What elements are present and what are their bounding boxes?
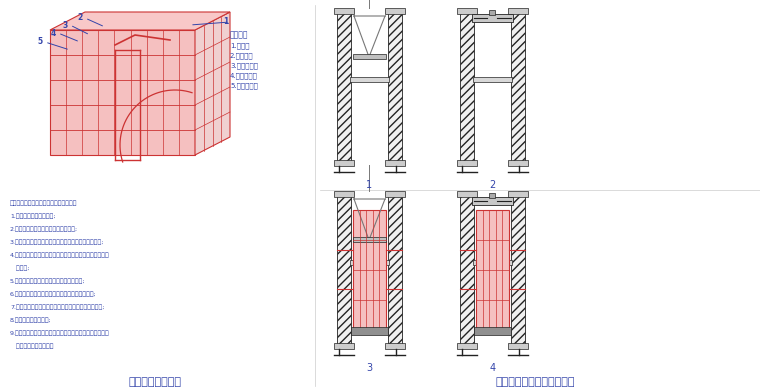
- Text: 3: 3: [63, 20, 68, 29]
- Text: 2: 2: [489, 180, 496, 190]
- Bar: [476, 210, 509, 330]
- Bar: [508, 8, 528, 14]
- Bar: [388, 12, 402, 162]
- Text: 5: 5: [38, 38, 43, 47]
- Text: 3.通过预埋孔局导线过提升操作平台，调好高度及水平;: 3.通过预埋孔局导线过提升操作平台，调好高度及水平;: [10, 239, 104, 245]
- Text: 5.槽木组合模: 5.槽木组合模: [230, 82, 258, 89]
- Bar: [334, 191, 354, 197]
- Bar: [334, 160, 354, 166]
- Text: 1.规划出装置模支放开位;: 1.规划出装置模支放开位;: [10, 213, 55, 219]
- Bar: [350, 77, 389, 81]
- Bar: [508, 160, 528, 166]
- Bar: [457, 8, 477, 14]
- Text: 入滑模;: 入滑模;: [10, 265, 30, 271]
- Text: 1: 1: [366, 180, 372, 190]
- Bar: [388, 195, 402, 345]
- Text: 6.绑扎螺杆，收紧螺螺打角，使跑筒模两面贴墙体;: 6.绑扎螺杆，收紧螺螺打角，使跑筒模两面贴墙体;: [10, 291, 97, 297]
- Polygon shape: [50, 12, 230, 30]
- Bar: [460, 195, 474, 345]
- Bar: [353, 237, 386, 242]
- Polygon shape: [195, 12, 230, 155]
- Bar: [489, 193, 495, 198]
- Polygon shape: [50, 30, 195, 155]
- Bar: [489, 10, 495, 15]
- Text: 7.均衡浇灌高矿，连续调模，剧拔模板，准备开次步骤;: 7.均衡浇灌高矿，连续调模，剧拔模板，准备开次步骤;: [10, 304, 104, 310]
- Bar: [457, 160, 477, 166]
- Bar: [472, 14, 513, 22]
- Text: 平，进入下一段施工。: 平，进入下一段施工。: [10, 343, 53, 349]
- Text: 4.方钢次龙骨: 4.方钢次龙骨: [230, 72, 258, 79]
- Text: 8.起步电梯井操作平台;: 8.起步电梯井操作平台;: [10, 317, 52, 323]
- Text: 3: 3: [366, 363, 372, 373]
- Bar: [457, 191, 477, 197]
- Text: 1.面板层: 1.面板层: [230, 42, 249, 48]
- Bar: [337, 12, 351, 162]
- Text: 2: 2: [78, 14, 83, 23]
- Text: 2.安装筒模四角，剧拔模板，准备吊运;: 2.安装筒模四角，剧拔模板，准备吊运;: [10, 226, 78, 231]
- Bar: [385, 343, 405, 349]
- Text: 9.电梯井操作平台支脚打动移入预留孔，调好平台高度及水: 9.电梯井操作平台支脚打动移入预留孔，调好平台高度及水: [10, 330, 109, 335]
- Text: 4.绑扎钢筋面筋，支模板，加入型钢螺杆，预留预留孔，导: 4.绑扎钢筋面筋，支模板，加入型钢螺杆，预留预留孔，导: [10, 252, 109, 258]
- Bar: [385, 160, 405, 166]
- Bar: [511, 195, 525, 345]
- Bar: [334, 8, 354, 14]
- Text: 电梯井筒模示意图: 电梯井筒模示意图: [128, 377, 182, 387]
- Bar: [473, 260, 512, 264]
- Text: 5.先开属模打台，上浮部给螺杆，规范混检;: 5.先开属模打台，上浮部给螺杆，规范混检;: [10, 278, 85, 283]
- Bar: [460, 12, 474, 162]
- Bar: [508, 191, 528, 197]
- Text: 4: 4: [489, 363, 496, 373]
- Bar: [385, 8, 405, 14]
- Bar: [350, 260, 389, 264]
- Bar: [508, 343, 528, 349]
- Text: 4: 4: [51, 29, 56, 38]
- Text: 电梯井操作平台及筒模配套使用工艺步骤: 电梯井操作平台及筒模配套使用工艺步骤: [10, 200, 78, 206]
- Text: 1: 1: [223, 18, 228, 27]
- Text: 图示说明: 图示说明: [230, 30, 249, 39]
- Bar: [351, 327, 388, 335]
- Bar: [511, 12, 525, 162]
- Text: 电梯井移动操作平台示意图: 电梯井移动操作平台示意图: [496, 377, 575, 387]
- Bar: [337, 195, 351, 345]
- Bar: [385, 191, 405, 197]
- Bar: [353, 54, 386, 59]
- Text: 2.三角钢组: 2.三角钢组: [230, 52, 254, 59]
- Bar: [474, 327, 511, 335]
- Bar: [334, 343, 354, 349]
- Bar: [457, 343, 477, 349]
- Text: 3.方钢主龙骨: 3.方钢主龙骨: [230, 62, 258, 68]
- Bar: [472, 197, 513, 205]
- Bar: [473, 77, 512, 81]
- Bar: [353, 210, 386, 330]
